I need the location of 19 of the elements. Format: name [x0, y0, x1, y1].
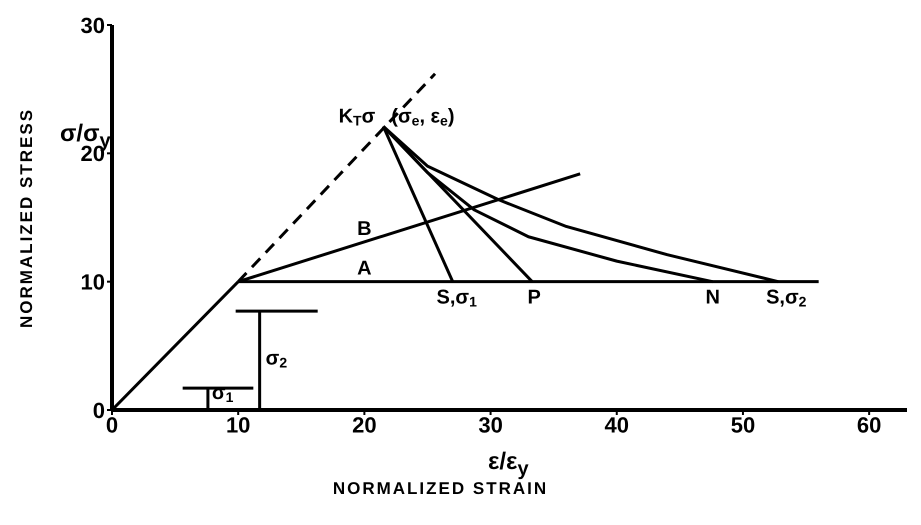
- x-tick-label: 60: [856, 412, 882, 438]
- x-tick-label: 30: [478, 412, 503, 438]
- x-tick-label: 40: [604, 412, 630, 438]
- annotation: S,σ$_{1}$: [436, 286, 478, 310]
- annotation: σ$_{2}$: [266, 348, 288, 370]
- annotation: N: [705, 286, 720, 309]
- annotation: P: [528, 286, 541, 309]
- annotation: A: [357, 258, 372, 280]
- annotation: B: [357, 218, 372, 240]
- y-tick-label: 10: [80, 269, 105, 294]
- x-tick-label: 50: [730, 412, 756, 438]
- y-tick-label: 30: [80, 12, 105, 38]
- annotation: K$_{T}$σ: [338, 105, 376, 128]
- x-axis-title: NORMALIZED STRAIN: [332, 479, 548, 498]
- x-tick-label: 10: [226, 412, 250, 438]
- x-tick-label: 20: [352, 412, 377, 438]
- annotation: S,σ$_{2}$: [766, 286, 807, 310]
- y-axis-title: NORMALIZED STRESS: [17, 108, 36, 328]
- text: ε/ε$_{y}$: [488, 448, 529, 480]
